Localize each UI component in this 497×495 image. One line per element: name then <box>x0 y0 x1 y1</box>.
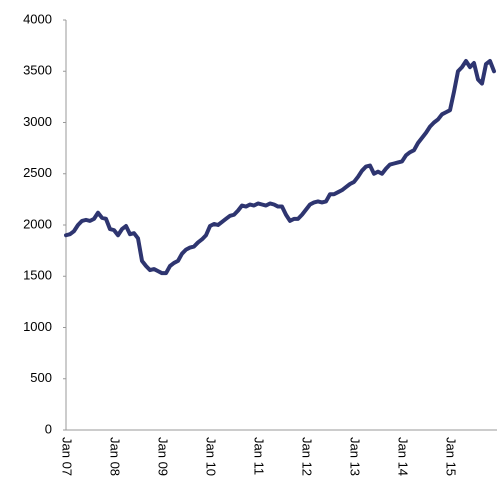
x-tick-label: Jan 07 <box>60 437 75 476</box>
x-tick-label: Jan 14 <box>396 437 411 476</box>
data-line <box>64 59 496 276</box>
x-tick-label: Jan 11 <box>252 437 267 475</box>
x-tick-label: Jan 09 <box>156 437 171 476</box>
y-tick-label: 2000 <box>23 216 52 231</box>
x-tick-label: Jan 15 <box>444 437 459 476</box>
y-tick-label: 0 <box>45 421 52 436</box>
y-tick-label: 3500 <box>23 63 52 78</box>
y-tick-label: 1500 <box>23 268 52 283</box>
x-tick-label: Jan 13 <box>348 437 363 476</box>
y-tick-label: 2500 <box>23 165 52 180</box>
y-tick-label: 3000 <box>23 114 52 129</box>
y-tick-label: 500 <box>30 370 52 385</box>
y-tick-label: 1000 <box>23 319 52 334</box>
y-tick-label: 4000 <box>23 11 52 26</box>
x-tick-label: Jan 08 <box>108 437 123 476</box>
x-tick-label: Jan 10 <box>204 437 219 476</box>
x-tick-label: Jan 12 <box>300 437 315 476</box>
